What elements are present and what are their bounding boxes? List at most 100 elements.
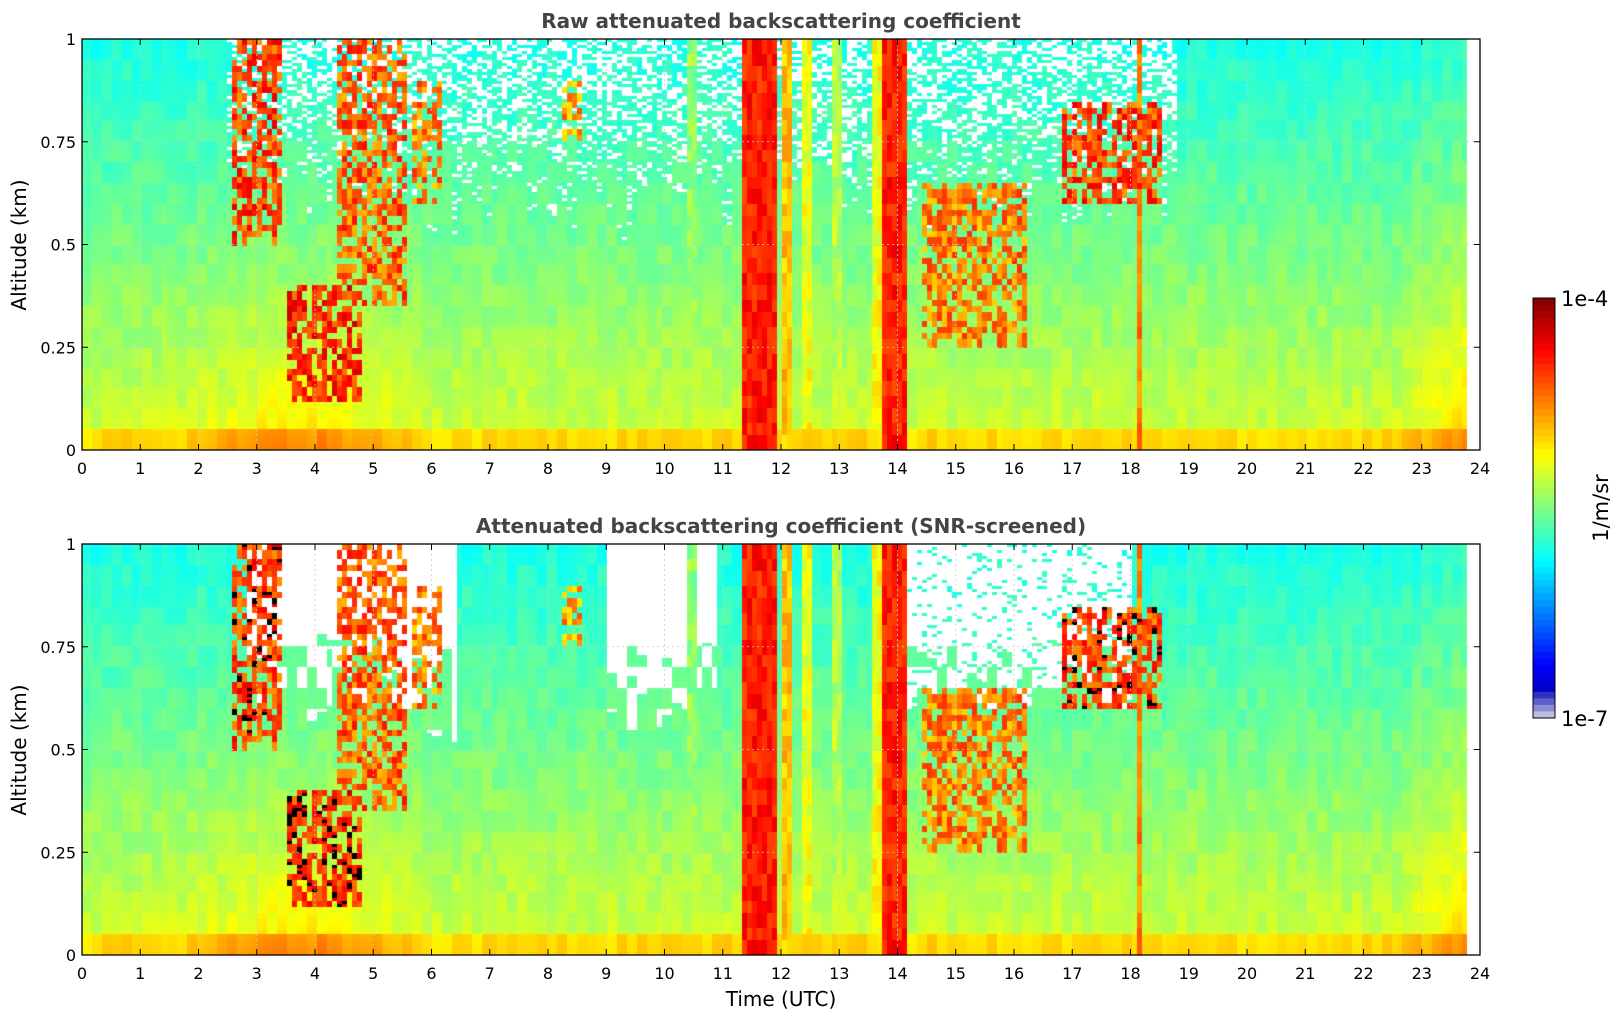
colorbar-step (1533, 376, 1555, 384)
y-tick-label: 1 (66, 30, 76, 49)
x-tick-label: 1 (135, 964, 145, 983)
colorbar-step (1533, 488, 1555, 496)
colorbar-step (1533, 370, 1555, 378)
y-tick-label: 0 (66, 441, 76, 460)
colorbar-step (1533, 704, 1555, 713)
colorbar-step (1533, 599, 1555, 608)
x-tick-label: 22 (1353, 964, 1373, 983)
x-tick-label: 19 (1179, 459, 1199, 478)
colorbar-step (1533, 586, 1555, 594)
x-tick-label: 18 (1120, 459, 1140, 478)
x-tick-label: 11 (713, 459, 733, 478)
colorbar-step (1533, 534, 1555, 542)
colorbar-step (1533, 593, 1555, 601)
colorbar-step (1533, 442, 1555, 450)
x-tick-label: 2 (193, 964, 203, 983)
colorbar-step (1533, 527, 1555, 535)
colorbar-step (1533, 363, 1555, 371)
x-tick-label: 17 (1062, 459, 1082, 478)
x-tick-label: 11 (713, 964, 733, 983)
raw-backscatter-panel: Raw attenuated backscattering coefficien… (7, 9, 1490, 478)
x-tick-label: 24 (1470, 459, 1490, 478)
colorbar-step (1533, 396, 1555, 404)
x-tick-label: 16 (1004, 964, 1024, 983)
colorbar-step (1533, 560, 1555, 568)
colorbar-step (1533, 639, 1555, 647)
colorbar-step (1533, 665, 1555, 673)
x-tick-label: 4 (310, 964, 320, 983)
x-tick-label: 14 (887, 964, 907, 983)
colorbar-step (1533, 508, 1555, 516)
x-tick-label: 5 (368, 964, 378, 983)
raw-panel-grid (82, 39, 1480, 450)
x-tick-label: 13 (829, 964, 849, 983)
colorbar-step (1533, 514, 1555, 522)
colorbar-step (1533, 455, 1555, 463)
colorbar-step (1533, 645, 1555, 653)
y-tick-label: 1 (66, 535, 76, 554)
colorbar-step (1533, 567, 1555, 575)
colorbar-step (1533, 416, 1555, 424)
screened-panel-y-ticks: 0 0.25 0.5 0.75 1 (40, 535, 1480, 965)
colorbar-step (1533, 317, 1555, 325)
y-tick-label: 0.75 (40, 638, 76, 657)
colorbar-step (1533, 678, 1555, 686)
colorbar-step (1533, 553, 1555, 562)
x-tick-label: 8 (543, 459, 553, 478)
x-tick-label: 6 (426, 964, 436, 983)
x-tick-label: 7 (485, 964, 495, 983)
colorbar-step (1533, 343, 1555, 352)
colorbar-step (1533, 606, 1555, 614)
colorbar-step (1533, 475, 1555, 483)
colorbar-step (1533, 357, 1555, 365)
screened-panel-title: Attenuated backscattering coefficient (S… (476, 514, 1086, 538)
colorbar-step (1533, 311, 1555, 319)
colorbar-step (1533, 711, 1555, 719)
x-tick-label: 20 (1237, 964, 1257, 983)
colorbar-step (1533, 324, 1555, 332)
colorbar-step (1533, 685, 1555, 693)
colorbar-step (1533, 298, 1555, 306)
screened-panel-y-axis-label: Altitude (km) (7, 684, 31, 815)
colorbar-step (1533, 468, 1555, 476)
x-tick-label: 3 (252, 964, 262, 983)
x-tick-label: 13 (829, 459, 849, 478)
x-tick-label: 15 (946, 964, 966, 983)
colorbar-step (1533, 540, 1555, 548)
x-tick-label: 4 (310, 459, 320, 478)
x-tick-label: 12 (771, 964, 791, 983)
colorbar: 1e-4 1e-7 1/m/sr (1532, 287, 1613, 731)
x-tick-label: 21 (1295, 459, 1315, 478)
x-tick-label: 24 (1470, 964, 1490, 983)
colorbar-gradient (1533, 298, 1555, 719)
x-tick-label: 20 (1237, 459, 1257, 478)
x-tick-label: 23 (1412, 459, 1432, 478)
y-tick-label: 0.25 (40, 843, 76, 862)
x-tick-label: 16 (1004, 459, 1024, 478)
colorbar-step (1533, 462, 1555, 470)
colorbar-step (1533, 626, 1555, 634)
colorbar-step (1533, 672, 1555, 680)
x-tick-label: 10 (654, 964, 674, 983)
x-tick-label: 3 (252, 459, 262, 478)
colorbar-frame (1532, 297, 1556, 719)
x-tick-label: 19 (1179, 964, 1199, 983)
x-tick-label: 17 (1062, 964, 1082, 983)
x-tick-label: 15 (946, 459, 966, 478)
x-tick-label: 9 (601, 459, 611, 478)
colorbar-max-label: 1e-4 (1561, 287, 1608, 311)
colorbar-step (1533, 658, 1555, 667)
x-tick-label: 8 (543, 964, 553, 983)
colorbar-step (1533, 494, 1555, 503)
colorbar-step (1533, 350, 1555, 358)
colorbar-step (1533, 580, 1555, 588)
x-tick-label: 6 (426, 459, 436, 478)
colorbar-step (1533, 429, 1555, 437)
colorbar-step (1533, 435, 1555, 443)
y-tick-label: 0.5 (51, 741, 76, 760)
y-tick-label: 0 (66, 946, 76, 965)
raw-panel-title: Raw attenuated backscattering coefficien… (541, 9, 1021, 33)
colorbar-step (1533, 521, 1555, 529)
colorbar-step (1533, 691, 1555, 699)
